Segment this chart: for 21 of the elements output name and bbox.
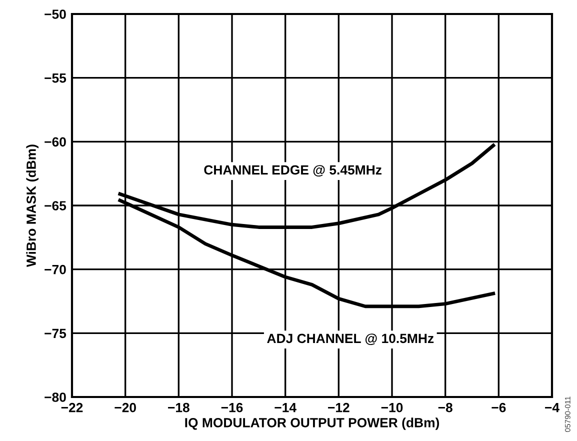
x-axis-title: IQ MODULATOR OUTPUT POWER (dBm) — [185, 418, 440, 430]
x-tick-label: −18 — [168, 402, 190, 412]
x-tick-label: −8 — [438, 402, 452, 412]
x-tick-label: −6 — [492, 402, 506, 412]
x-tick-label: −20 — [114, 402, 136, 412]
y-tick-label: −75 — [44, 328, 66, 338]
y-tick-label: −80 — [44, 392, 66, 402]
y-tick-label: −55 — [44, 74, 66, 83]
y-tick-label: −60 — [44, 137, 66, 147]
x-tick-label: −10 — [381, 402, 403, 412]
text: ADJ CHANNEL @ 10.5MHz — [267, 334, 434, 346]
x-tick-label: −16 — [221, 402, 243, 412]
y-tick-label: −70 — [44, 264, 66, 274]
y-tick-label: −50 — [44, 10, 66, 19]
x-tick-label: −4 — [545, 403, 560, 412]
x-tick-label: −12 — [328, 402, 350, 412]
x-tick-label: −22 — [61, 402, 83, 412]
y-tick-label: −65 — [44, 201, 66, 210]
y-axis-title: WiBro MASK (dBm) — [26, 144, 39, 267]
x-tick-label: −14 — [274, 403, 296, 412]
text: CHANNEL EDGE @ 5.45MHz — [204, 165, 382, 177]
